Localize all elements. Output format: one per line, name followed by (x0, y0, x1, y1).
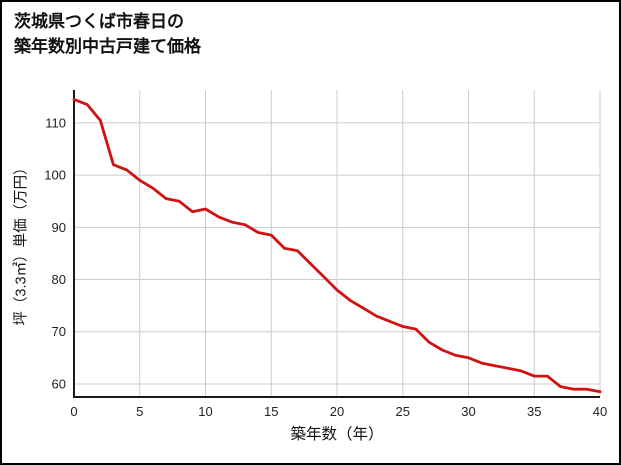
x-tick-label: 30 (461, 404, 475, 419)
chart-title-line2: 築年数別中古戸建て価格 (14, 36, 201, 56)
x-axis-label: 築年数（年） (290, 426, 384, 443)
price-line-series (72, 98, 602, 394)
x-tick-label: 15 (264, 404, 278, 419)
y-tick-label: 90 (52, 220, 66, 235)
x-tick-label: 0 (70, 404, 77, 419)
chart-title-line1: 茨城県つくば市春日の (14, 12, 184, 31)
x-tick-label: 25 (396, 404, 410, 419)
x-tick-label: 40 (593, 404, 607, 419)
chart-title: 茨城県つくば市春日の 築年数別中古戸建て価格 (14, 10, 201, 59)
y-tick-label: 110 (45, 115, 66, 130)
y-tick-label: 60 (52, 376, 66, 391)
x-tick-label: 10 (198, 404, 212, 419)
x-tick-label: 5 (136, 404, 143, 419)
y-tick-label: 100 (44, 168, 66, 183)
y-tick-label: 80 (52, 272, 66, 287)
x-tick-label: 20 (330, 404, 344, 419)
y-axis-label: 坪（3.3㎡）単価（万円） (13, 160, 30, 326)
y-tick-label: 70 (52, 324, 66, 339)
x-tick-label: 35 (527, 404, 541, 419)
